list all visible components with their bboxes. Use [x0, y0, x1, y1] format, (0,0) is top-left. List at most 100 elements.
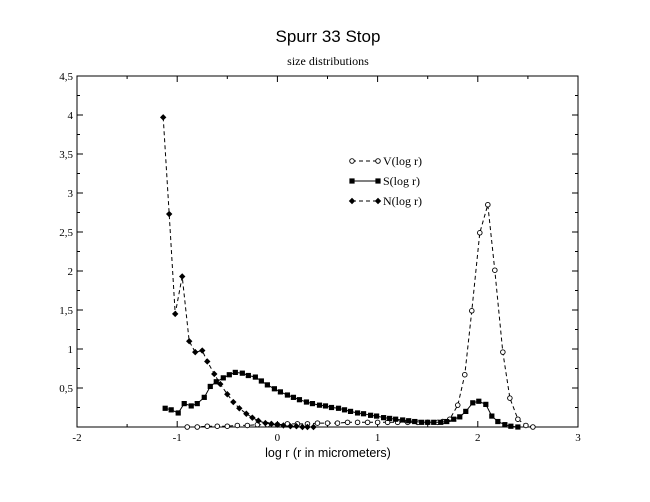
series-line-v-log-r — [187, 204, 534, 428]
data-point-v-log-r — [530, 424, 536, 430]
data-point-s-log-r — [322, 403, 329, 409]
data-point-s-log-r — [393, 416, 399, 422]
data-point-v-log-r — [244, 422, 251, 429]
data-point-s-log-r — [495, 418, 501, 425]
data-point-s-log-r — [457, 414, 463, 420]
data-point-n-log-r — [159, 114, 167, 121]
data-point-n-log-r — [274, 421, 281, 428]
data-point-s-log-r — [207, 383, 213, 390]
data-point-v-log-r — [214, 423, 221, 429]
data-point-n-log-r — [268, 420, 275, 428]
legend-marker — [349, 178, 355, 184]
data-point-s-log-r — [328, 404, 335, 411]
legend-entry-s-log-r: S(log r) — [349, 174, 420, 188]
data-point-v-log-r — [224, 423, 231, 429]
data-point-s-log-r — [381, 415, 387, 421]
x-axis: -2 -1 0 1 2 3 — [72, 76, 581, 444]
data-point-v-log-r — [523, 422, 529, 429]
legend: V(log r) S(log r) N(log r) — [348, 154, 422, 208]
data-point-n-log-r — [230, 398, 237, 406]
data-point-v-log-r — [469, 308, 475, 314]
data-point-s-log-r — [264, 382, 270, 388]
legend-marker — [349, 158, 355, 164]
data-point-n-log-r — [310, 423, 317, 431]
y-tick-label: 0,5 — [59, 383, 73, 395]
data-point-v-log-r — [485, 201, 491, 208]
y-axis: 0,5 1 1,5 2 2,5 3 3,5 4 4,5 — [59, 71, 578, 408]
data-point-s-log-r — [387, 415, 393, 422]
data-point-s-log-r — [290, 394, 297, 400]
data-point-s-log-r — [252, 374, 258, 380]
data-point-s-log-r — [168, 407, 174, 413]
y-tick-label: 2 — [68, 266, 74, 278]
x-tick-label: -2 — [72, 432, 81, 444]
legend-label: S(log r) — [383, 174, 420, 188]
legend-entry-v-log-r: V(log r) — [349, 154, 422, 168]
data-point-n-log-r — [165, 210, 173, 218]
series-v-log-r — [184, 201, 536, 430]
data-point-s-log-r — [181, 401, 187, 407]
data-point-s-log-r — [162, 405, 168, 411]
data-point-s-log-r — [425, 419, 431, 425]
data-point-s-log-r — [175, 410, 181, 416]
data-point-v-log-r — [344, 419, 351, 426]
data-point-n-log-r — [224, 391, 231, 398]
data-point-s-log-r — [373, 413, 380, 419]
data-point-s-log-r — [431, 419, 437, 425]
data-point-n-log-r — [249, 414, 256, 421]
legend-entry-n-log-r: N(log r) — [348, 194, 422, 208]
data-point-s-log-r — [360, 411, 367, 417]
data-point-s-log-r — [502, 422, 508, 428]
data-point-v-log-r — [500, 349, 506, 355]
data-point-n-log-r — [199, 347, 206, 354]
legend-label: V(log r) — [383, 154, 422, 168]
data-point-v-log-r — [324, 420, 331, 426]
y-tick-label: 4,5 — [59, 71, 73, 83]
data-point-n-log-r — [293, 423, 300, 430]
data-point-s-log-r — [194, 401, 200, 407]
data-point-n-log-r — [262, 419, 269, 427]
data-point-n-log-r — [186, 338, 193, 345]
data-point-s-log-r — [303, 399, 310, 405]
data-point-v-log-r — [507, 395, 513, 401]
data-point-v-log-r — [462, 371, 468, 378]
data-point-s-log-r — [400, 417, 406, 423]
y-tick-label: 1,5 — [59, 305, 73, 317]
data-point-s-log-r — [232, 369, 238, 375]
data-point-n-log-r — [192, 348, 199, 356]
data-point-n-log-r — [299, 423, 306, 431]
data-point-s-log-r — [316, 402, 323, 408]
data-point-s-log-r — [470, 400, 476, 406]
data-point-s-log-r — [515, 424, 521, 430]
data-point-s-log-r — [412, 418, 418, 425]
y-tick-label: 2,5 — [59, 227, 73, 239]
data-point-s-log-r — [354, 410, 361, 416]
data-point-s-log-r — [226, 372, 232, 378]
data-point-s-log-r — [245, 372, 251, 379]
data-point-s-log-r — [367, 412, 374, 418]
data-point-v-log-r — [364, 419, 371, 426]
data-point-n-log-r — [211, 370, 218, 378]
data-point-s-log-r — [220, 375, 226, 381]
data-point-n-log-r — [236, 405, 243, 412]
series-n-log-r — [159, 114, 317, 431]
y-tick-label: 4 — [68, 110, 74, 122]
data-point-s-log-r — [239, 370, 245, 376]
data-point-v-log-r — [477, 230, 483, 236]
legend-marker — [375, 178, 381, 184]
chart-title: Spurr 33 Stop — [276, 27, 381, 46]
data-point-s-log-r — [188, 403, 194, 409]
data-point-n-log-r — [287, 423, 294, 430]
y-tick-label: 3,5 — [59, 149, 73, 161]
data-point-v-log-r — [354, 419, 361, 426]
legend-marker — [375, 158, 381, 164]
data-point-s-log-r — [476, 398, 482, 404]
data-point-s-log-r — [444, 418, 450, 425]
x-tick-label: 1 — [375, 432, 381, 444]
data-point-n-log-r — [304, 423, 311, 431]
data-point-v-log-r — [374, 419, 381, 426]
data-point-n-log-r — [179, 273, 186, 280]
data-point-s-log-r — [341, 407, 348, 413]
data-point-s-log-r — [201, 394, 207, 400]
